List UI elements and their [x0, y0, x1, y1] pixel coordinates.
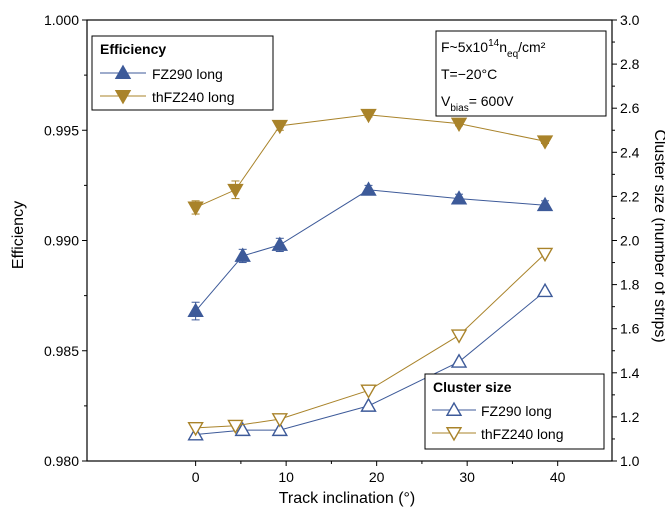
cluster-fz290-point	[360, 397, 377, 412]
efficiency-thfz240-point	[360, 108, 377, 124]
y-left-tick-label: 0.985	[44, 343, 79, 359]
legend-efficiency-thfz240-marker	[114, 90, 132, 105]
efficiency-thfz240-point	[536, 135, 554, 150]
cluster-thfz240-series	[187, 247, 554, 437]
y-right-tick-label: 1.4	[620, 365, 640, 381]
x-tick-label: 0	[192, 469, 200, 485]
y-left-tick-label: 1.000	[44, 12, 79, 28]
y-left-tick-label: 0.980	[44, 453, 79, 469]
legend-efficiency-fz290-marker	[114, 64, 132, 79]
annotation-vbias: Vbias= 600V	[441, 93, 514, 114]
legend-efficiency: Efficiency FZ290 long thFZ240 long	[91, 35, 274, 111]
y-right-tick-label: 1.0	[620, 453, 640, 469]
legend-efficiency-title: Efficiency	[100, 41, 166, 57]
cluster-thfz240-point	[450, 329, 468, 344]
cluster-fz290-point	[536, 282, 554, 298]
efficiency-thfz240-point	[227, 183, 244, 199]
legend-cluster-fz290	[432, 401, 476, 416]
efficiency-fz290-point	[536, 196, 554, 212]
legend-cluster-fz290-label: FZ290 long	[481, 403, 552, 419]
efficiency-fz290-point	[360, 181, 377, 196]
efficiency-thfz240-point	[187, 201, 204, 216]
annotation-fluence: F~5x1014neq/cm²	[441, 38, 546, 60]
legend-cluster-thfz240-marker	[445, 427, 463, 442]
legend-cluster-thfz240-label: thFZ240 long	[481, 426, 564, 442]
cluster-fz290-point	[271, 421, 289, 437]
ticks: 0 10 20 30 40 0.980 0.985 0.990 0.995 1.000 1.0 1.2…	[44, 12, 640, 485]
y-right-tick-label: 2.8	[620, 56, 640, 72]
efficiency-thfz240-point	[450, 117, 468, 133]
conditions-annotation: F~5x1014neq/cm² T=−20°C Vbias= 600V	[435, 30, 607, 117]
legend-cluster-thfz240	[432, 427, 476, 442]
efficiency-fz290-line	[195, 189, 546, 312]
cluster-thfz240-point	[187, 421, 204, 437]
y-right-tick-label: 2.0	[620, 233, 640, 249]
y-right-tick-label: 2.4	[620, 144, 640, 160]
efficiency-fz290-series	[187, 181, 554, 321]
cluster-thfz240-point	[536, 247, 554, 263]
efficiency-thfz240-point	[271, 119, 289, 135]
y-axis-left-label: Efficiency	[10, 201, 27, 269]
annotation-temperature: T=−20°C	[441, 66, 497, 82]
y-left-tick-label: 0.990	[44, 233, 79, 249]
y-right-tick-label: 1.2	[620, 409, 640, 425]
cluster-fz290-point	[450, 353, 468, 368]
legend-efficiency-thfz240-label: thFZ240 long	[152, 89, 235, 105]
efficiency-thfz240-series	[187, 108, 554, 216]
y-left-tick-label: 0.995	[44, 122, 79, 138]
y-right-tick-label: 1.8	[620, 277, 640, 293]
y-right-tick-label: 2.2	[620, 188, 640, 204]
y-right-tick-label: 1.6	[620, 321, 640, 337]
y-axis-right-label: Cluster size (number of strips)	[651, 129, 665, 342]
cluster-thfz240-point	[360, 384, 377, 399]
cluster-thfz240-line	[195, 253, 546, 429]
efficiency-fz290-point	[450, 190, 468, 205]
x-tick-label: 10	[278, 469, 294, 485]
y-right-tick-label: 2.6	[620, 100, 640, 116]
x-tick-label: 20	[369, 469, 385, 485]
legend-efficiency-fz290	[100, 64, 146, 79]
legend-efficiency-thfz240	[100, 90, 146, 105]
x-tick-label: 30	[459, 469, 475, 485]
legend-cluster-size: Cluster size FZ290 long thFZ240 long	[424, 373, 605, 450]
efficiency-fz290-point	[187, 302, 204, 318]
x-axis-label: Track inclination (°)	[279, 490, 416, 507]
x-tick-label: 40	[550, 469, 566, 485]
efficiency-fz290-point	[234, 247, 251, 262]
cluster-fz290-series	[187, 282, 554, 441]
y-right-tick-label: 3.0	[620, 12, 640, 28]
series-layer	[187, 108, 554, 441]
cluster-thfz240-point	[227, 419, 244, 435]
legend-cluster-fz290-marker	[445, 401, 463, 416]
legend-cluster-size-title: Cluster size	[433, 379, 512, 395]
legend-efficiency-fz290-label: FZ290 long	[152, 66, 223, 82]
cluster-fz290-point	[234, 421, 251, 437]
efficiency-fz290-point	[271, 236, 289, 251]
cluster-thfz240-point	[271, 413, 289, 428]
efficiency-thfz240-line	[195, 114, 546, 208]
